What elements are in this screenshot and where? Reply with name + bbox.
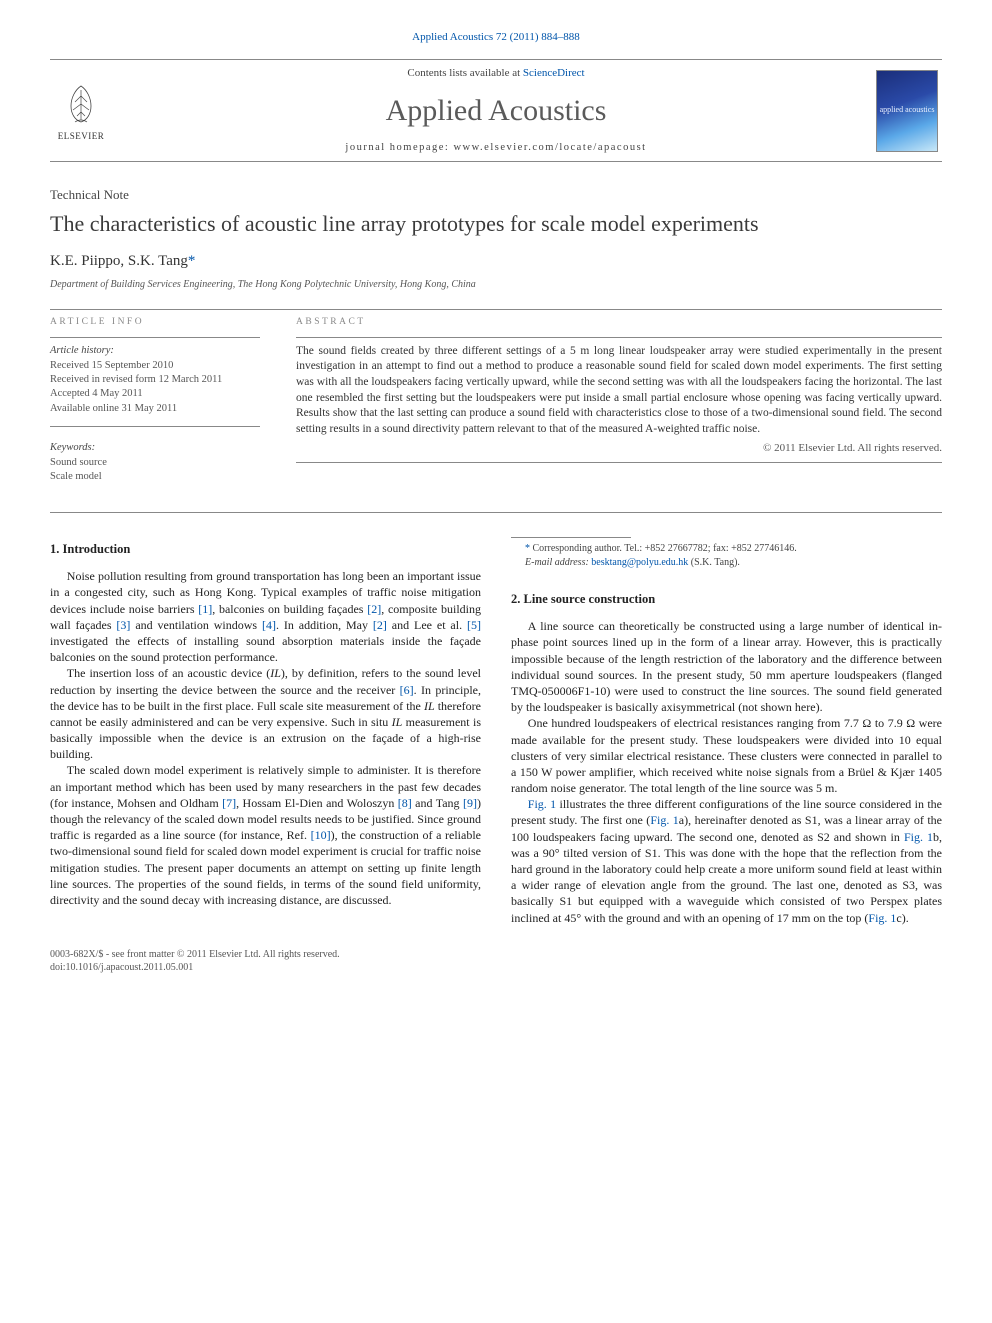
italic-term: IL <box>424 699 435 713</box>
corresponding-mark: * <box>188 253 196 269</box>
contents-prefix: Contents lists available at <box>407 67 522 79</box>
paragraph: The scaled down model experiment is rela… <box>50 762 481 908</box>
info-abstract-row: ARTICLE INFO Article history: Received 1… <box>50 316 942 484</box>
journal-homepage: journal homepage: www.elsevier.com/locat… <box>120 141 872 155</box>
abstract-heading: ABSTRACT <box>296 316 942 329</box>
body-text: , balconies on building façades <box>212 602 367 616</box>
email-link[interactable]: besktang@polyu.edu.hk <box>591 557 688 568</box>
history-label: Article history: <box>50 344 260 358</box>
article-body: 1. Introduction Noise pollution resultin… <box>50 537 942 926</box>
revised-date: Received in revised form 12 March 2011 <box>50 373 260 387</box>
article-title: The characteristics of acoustic line arr… <box>50 210 942 238</box>
authors: K.E. Piippo, S.K. Tang* <box>50 251 942 271</box>
figure-link[interactable]: Fig. 1 <box>528 797 556 811</box>
email-footnote: E-mail address: besktang@polyu.edu.hk (S… <box>511 556 942 570</box>
section-heading-linesource: 2. Line source construction <box>511 591 942 608</box>
body-text: investigated the effects of installing s… <box>50 634 481 664</box>
journal-name: Applied Acoustics <box>120 91 872 132</box>
citation-link[interactable]: [10] <box>311 828 331 842</box>
corresponding-footnote: * Corresponding author. Tel.: +852 27667… <box>511 542 942 556</box>
citation-link[interactable]: [4] <box>262 618 276 632</box>
sciencedirect-link[interactable]: ScienceDirect <box>523 67 585 79</box>
header-center: Contents lists available at ScienceDirec… <box>120 66 872 156</box>
elsevier-tree-icon <box>57 80 105 128</box>
page-footer: 0003-682X/$ - see front matter © 2011 El… <box>50 948 942 975</box>
italic-term: IL <box>270 666 281 680</box>
divider <box>50 309 942 310</box>
article-info: ARTICLE INFO Article history: Received 1… <box>50 316 260 484</box>
affiliation: Department of Building Services Engineer… <box>50 278 942 292</box>
citation-link[interactable]: [2] <box>373 618 387 632</box>
citation-link[interactable]: [1] <box>198 602 212 616</box>
email-who: (S.K. Tang). <box>688 557 740 568</box>
body-text: The insertion loss of an acoustic device… <box>67 666 270 680</box>
body-text: and Lee et al. <box>387 618 467 632</box>
figure-link[interactable]: Fig. 1 <box>904 830 933 844</box>
received-date: Received 15 September 2010 <box>50 359 260 373</box>
cover-text: applied acoustics <box>880 106 935 115</box>
journal-header: ELSEVIER Contents lists available at Sci… <box>50 59 942 163</box>
article-info-heading: ARTICLE INFO <box>50 316 260 329</box>
journal-cover-thumb: applied acoustics <box>872 66 942 156</box>
citation-link[interactable]: [6] <box>400 683 414 697</box>
citation-link[interactable]: [3] <box>116 618 130 632</box>
abstract-text: The sound fields created by three differ… <box>296 344 942 437</box>
abstract-copyright: © 2011 Elsevier Ltd. All rights reserved… <box>296 441 942 456</box>
journal-citation: Applied Acoustics 72 (2011) 884–888 <box>50 30 942 45</box>
paragraph: One hundred loudspeakers of electrical r… <box>511 715 942 796</box>
issn-line: 0003-682X/$ - see front matter © 2011 El… <box>50 948 942 962</box>
divider <box>50 426 260 427</box>
paragraph: The insertion loss of an acoustic device… <box>50 665 481 762</box>
citation-link[interactable]: [5] <box>467 618 481 632</box>
paragraph: Noise pollution resulting from ground tr… <box>50 568 481 665</box>
author-names: K.E. Piippo, S.K. Tang <box>50 253 188 269</box>
body-text: c). <box>896 911 908 925</box>
citation-link[interactable]: [9] <box>463 796 477 810</box>
publisher-logo: ELSEVIER <box>50 66 120 156</box>
paragraph: Fig. 1 illustrates the three different c… <box>511 796 942 926</box>
email-label: E-mail address: <box>525 557 591 568</box>
body-text: . In addition, May <box>276 618 373 632</box>
contents-line: Contents lists available at ScienceDirec… <box>120 66 872 81</box>
divider <box>296 337 942 338</box>
footnote-text: Corresponding author. Tel.: +852 2766778… <box>533 543 797 554</box>
footnote-mark: * <box>525 543 530 554</box>
italic-term: IL <box>392 715 403 729</box>
online-date: Available online 31 May 2011 <box>50 402 260 416</box>
keyword: Sound source <box>50 456 260 470</box>
footnote-separator <box>511 537 631 538</box>
keywords-label: Keywords: <box>50 441 260 455</box>
abstract: ABSTRACT The sound fields created by thr… <box>296 316 942 484</box>
body-text: and ventilation windows <box>130 618 262 632</box>
figure-link[interactable]: Fig. 1 <box>650 813 678 827</box>
section-heading-intro: 1. Introduction <box>50 541 481 558</box>
divider <box>296 462 942 463</box>
figure-link[interactable]: Fig. 1 <box>868 911 896 925</box>
cover-image: applied acoustics <box>876 70 938 152</box>
divider <box>50 512 942 513</box>
citation-link[interactable]: [2] <box>367 602 381 616</box>
divider <box>50 337 260 338</box>
accepted-date: Accepted 4 May 2011 <box>50 387 260 401</box>
paragraph: A line source can theoretically be const… <box>511 618 942 715</box>
citation-link[interactable]: [7] <box>222 796 236 810</box>
doi-line: doi:10.1016/j.apacoust.2011.05.001 <box>50 961 942 975</box>
publisher-name: ELSEVIER <box>58 130 105 142</box>
body-text: and Tang <box>412 796 463 810</box>
body-text: , Hossam El-Dien and Woloszyn <box>236 796 398 810</box>
citation-link[interactable]: [8] <box>398 796 412 810</box>
keyword: Scale model <box>50 470 260 484</box>
document-type: Technical Note <box>50 186 942 204</box>
